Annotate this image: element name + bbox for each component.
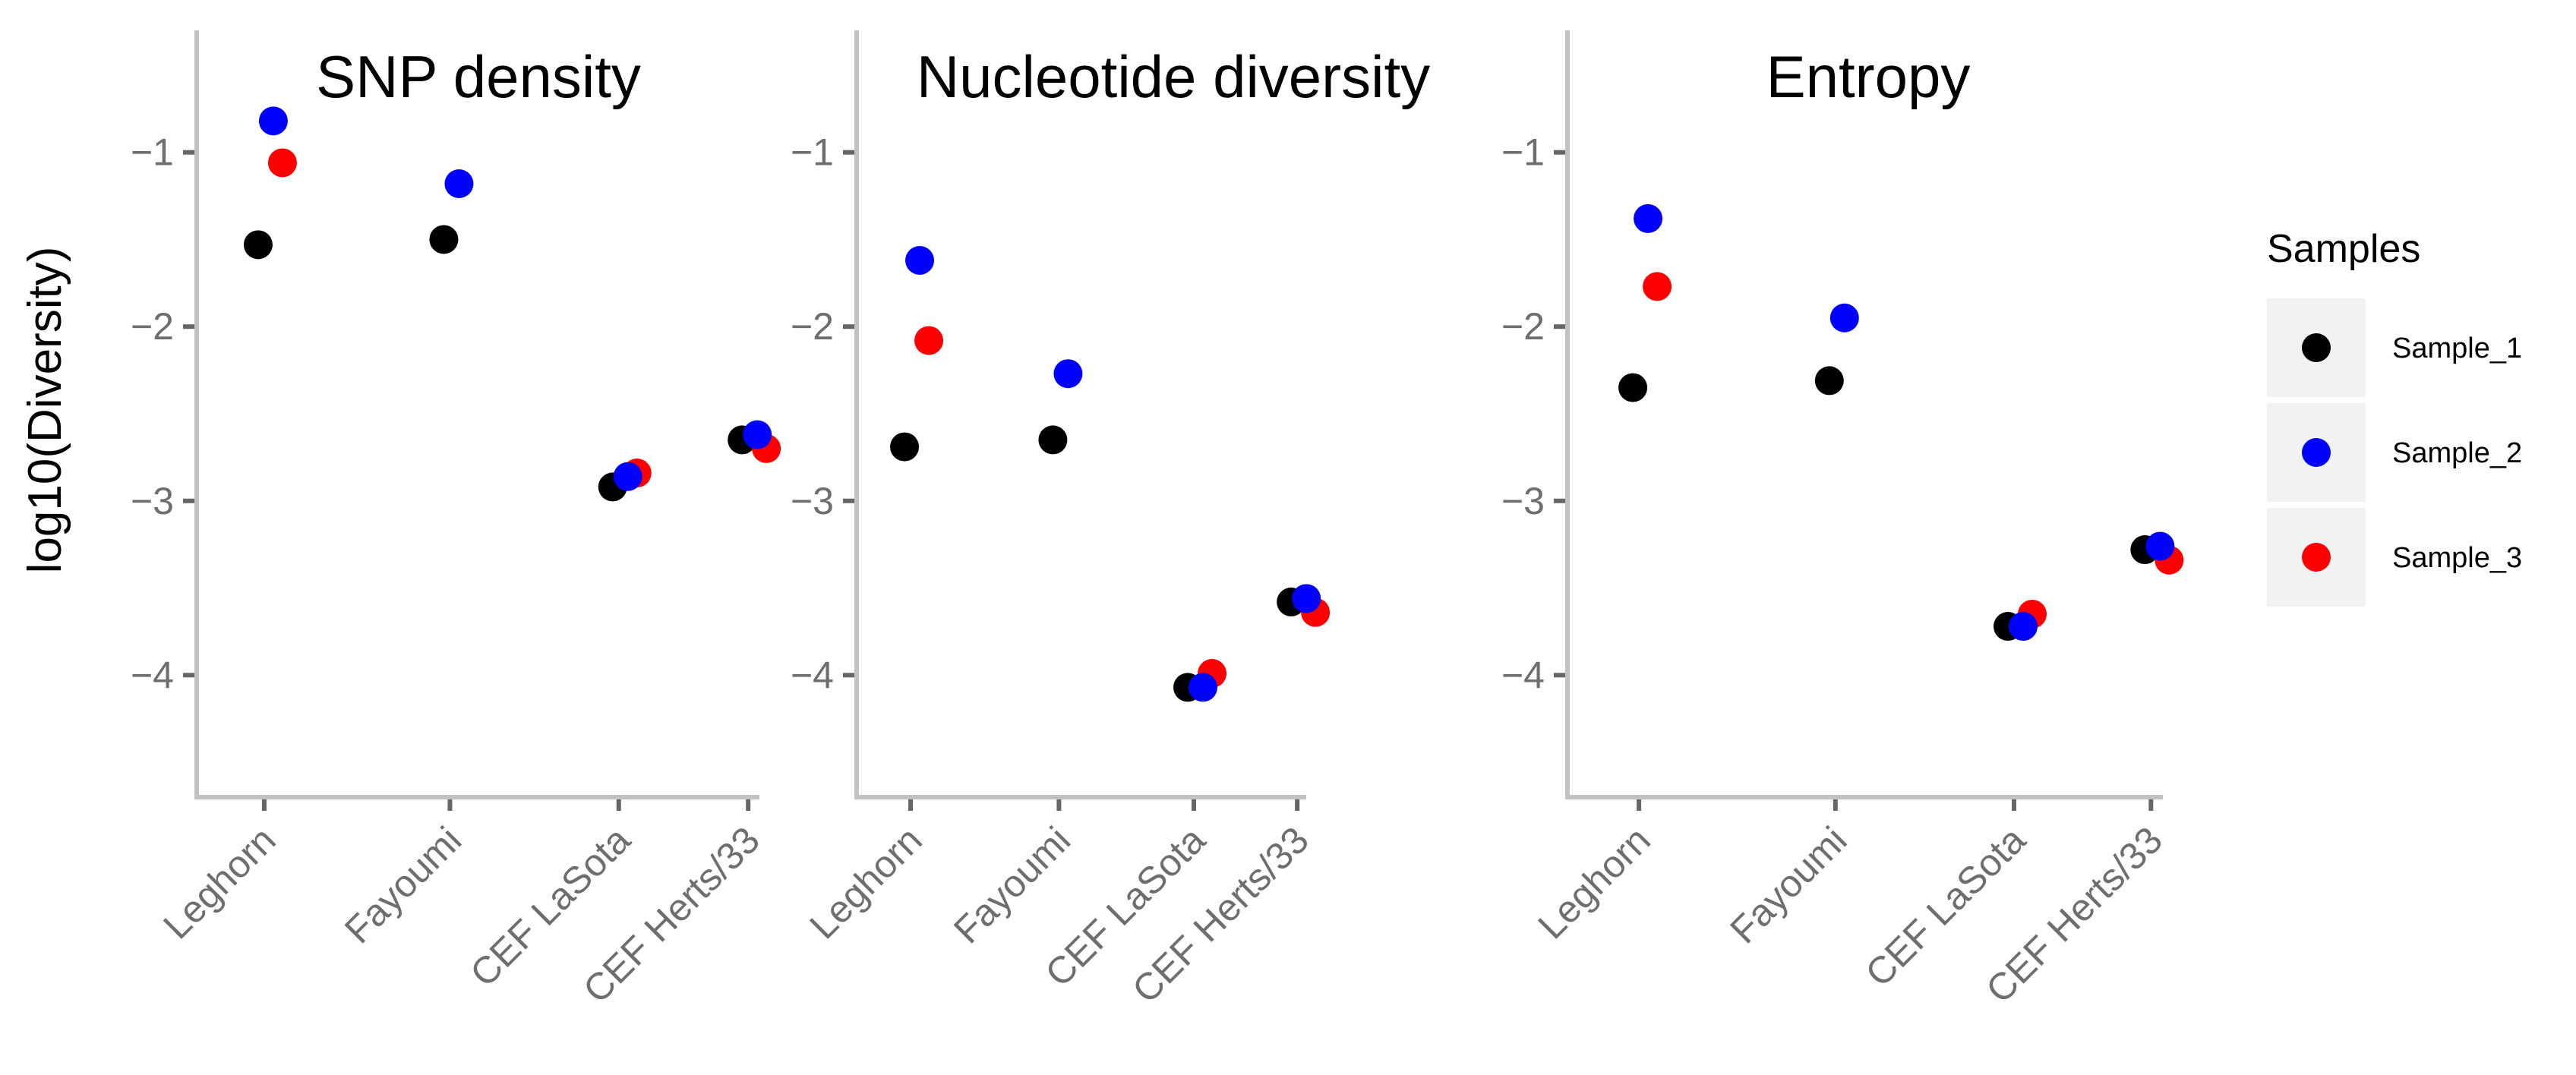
legend-marker (2302, 333, 2331, 362)
legend-item-sample_1: Sample_1 (2267, 298, 2522, 397)
point-sample_2-leghorn (1634, 203, 1663, 233)
point-sample_1-fayoumi (1038, 425, 1068, 455)
point-sample_1-fayoumi (429, 225, 459, 254)
x-tick-label: Leghorn (155, 818, 283, 947)
x-tick-label: Fayoumi (336, 818, 469, 951)
panel-2: Nucleotide diversity −1 −2 −3 −4 Leghorn Fayou… (791, 30, 1430, 1011)
legend-label: Sample_2 (2392, 437, 2522, 469)
y-axis-label: log10(Diversity) (19, 247, 71, 574)
x-tick-label: CEF Herts/33 (1124, 818, 1317, 1011)
legend-marker (2302, 438, 2331, 467)
y-tick-label: −4 (1501, 654, 1545, 696)
panel-title: SNP density (316, 43, 641, 110)
point-sample_3-leghorn (267, 148, 297, 178)
legend-items: Sample_1 Sample_2 Sample_3 (2267, 298, 2522, 607)
panel-title: Nucleotide diversity (917, 43, 1430, 110)
point-sample_1-leghorn (243, 230, 273, 260)
point-sample_2-cef-lasota (1189, 673, 1217, 702)
point-sample_2-cef-herts-33 (743, 420, 772, 449)
legend-marker (2302, 543, 2331, 572)
point-sample_2-fayoumi (1053, 359, 1083, 389)
point-sample_2-fayoumi (444, 169, 474, 198)
y-tick-label: −2 (791, 305, 834, 348)
point-sample_2-cef-lasota (613, 462, 642, 491)
point-sample_2-leghorn (258, 106, 288, 136)
y-tick-label: −4 (131, 654, 174, 696)
x-tick-label: Leghorn (1530, 818, 1659, 947)
y-tick-label: −1 (791, 131, 834, 174)
legend-label: Sample_1 (2392, 333, 2522, 364)
y-tick-label: −1 (1501, 131, 1545, 174)
point-sample_2-leghorn (905, 246, 935, 275)
point-sample_1-leghorn (890, 432, 920, 462)
point-sample_3-leghorn (914, 326, 944, 355)
point-sample_2-cef-herts-33 (1292, 584, 1321, 613)
x-tick-label: Leghorn (801, 818, 930, 947)
legend-item-sample_2: Sample_2 (2267, 403, 2522, 502)
point-sample_2-fayoumi (1829, 303, 1859, 333)
y-tick-label: −3 (1501, 480, 1545, 522)
y-tick-label: −2 (131, 305, 174, 348)
legend: Samples Sample_1 Sample_2 Sample_3 (2267, 227, 2522, 607)
point-sample_2-cef-lasota (2009, 612, 2038, 642)
point-sample_1-leghorn (1618, 373, 1648, 402)
y-tick-label: −1 (131, 131, 174, 174)
point-sample_1-fayoumi (1814, 366, 1844, 396)
x-tick-label: Fayoumi (945, 818, 1078, 951)
y-tick-label: −3 (131, 480, 174, 522)
x-tick-label: Fayoumi (1722, 818, 1855, 951)
legend-item-sample_3: Sample_3 (2267, 508, 2522, 607)
point-sample_3-leghorn (1643, 272, 1672, 301)
y-tick-label: −3 (791, 480, 834, 522)
point-sample_2-cef-herts-33 (2145, 531, 2175, 561)
panel-title: Entropy (1766, 43, 1971, 110)
y-tick-label: −2 (1501, 305, 1545, 348)
legend-label: Sample_3 (2392, 542, 2522, 574)
legend-title: Samples (2267, 227, 2420, 271)
y-tick-label: −4 (791, 654, 834, 696)
